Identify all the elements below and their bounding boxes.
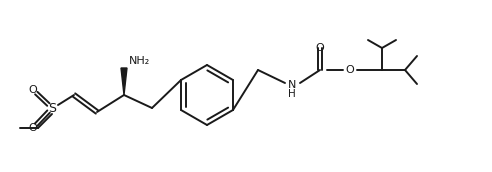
Text: N: N [288, 80, 296, 90]
Text: O: O [29, 85, 37, 95]
Text: O: O [29, 123, 37, 133]
Text: NH₂: NH₂ [129, 56, 150, 66]
Text: O: O [316, 43, 324, 53]
Text: H: H [288, 89, 296, 99]
Polygon shape [121, 68, 127, 95]
Text: O: O [345, 65, 354, 75]
Text: S: S [48, 101, 56, 115]
